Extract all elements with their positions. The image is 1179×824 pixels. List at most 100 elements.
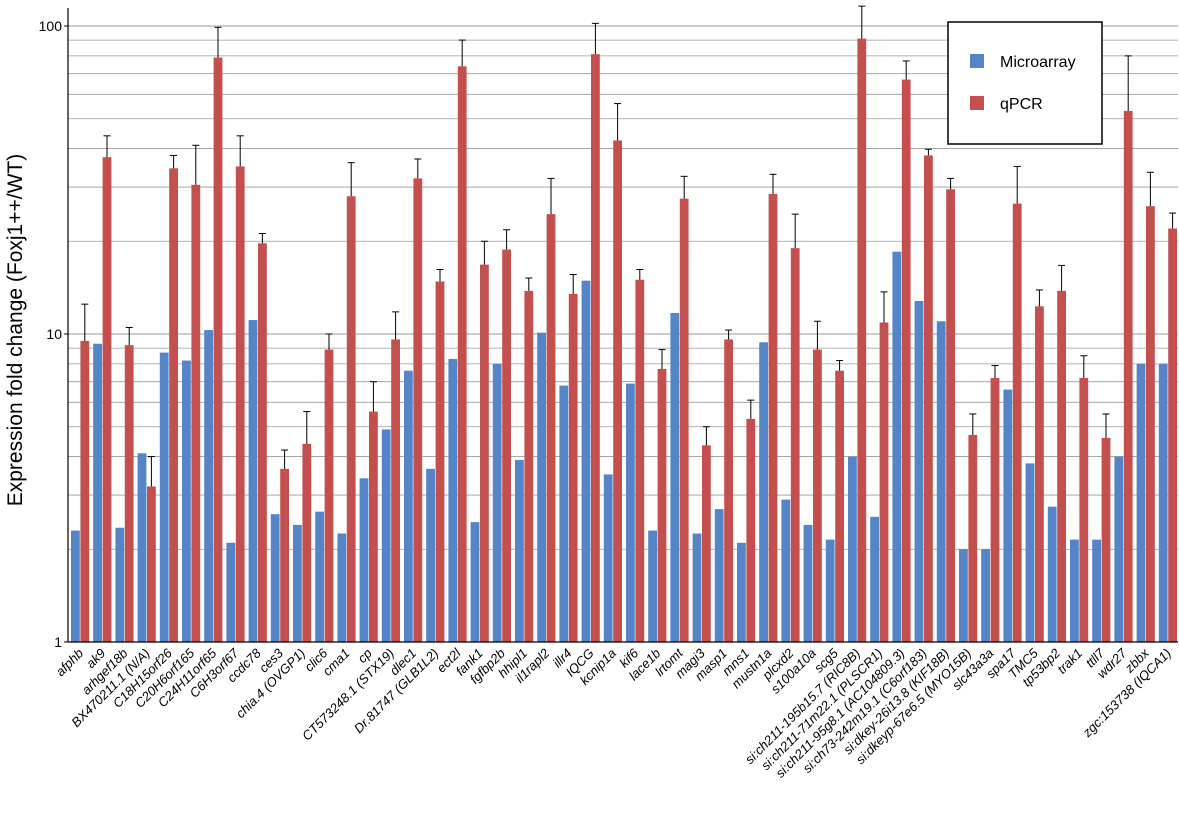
axis-layer: 1 10 100: [39, 8, 1178, 650]
y-tick-label: 100: [39, 18, 63, 34]
bar-qpcr: [1168, 228, 1177, 642]
bar-microarray: [1092, 539, 1101, 642]
bar-qpcr: [124, 345, 134, 642]
bar-qpcr: [435, 281, 445, 642]
bar-microarray: [559, 385, 569, 642]
x-tick-label: afphb: [53, 646, 87, 680]
bar-qpcr: [790, 248, 800, 642]
bar-microarray: [71, 530, 80, 642]
bar-microarray: [936, 321, 946, 642]
bar-microarray: [159, 352, 169, 642]
bar-microarray: [404, 370, 413, 642]
bar-microarray: [204, 330, 213, 642]
legend-label-microarray: Microarray: [1000, 54, 1076, 71]
bar-qpcr: [1079, 377, 1089, 642]
bar-microarray: [226, 542, 236, 642]
bar-microarray: [781, 499, 791, 642]
bar-qpcr: [1123, 110, 1133, 642]
bar-qpcr: [324, 349, 334, 642]
bar-qpcr: [813, 349, 822, 642]
bar-microarray: [714, 509, 724, 642]
bar-qpcr: [768, 193, 778, 642]
bar-microarray: [337, 533, 347, 642]
bar-layer: [71, 5, 1177, 643]
bar-qpcr: [835, 370, 844, 642]
bar-qpcr: [80, 340, 90, 642]
bar-microarray: [470, 522, 480, 642]
bar-qpcr: [1035, 306, 1044, 642]
bar-microarray: [759, 342, 768, 642]
bar-microarray: [1003, 389, 1013, 642]
bar-microarray: [1136, 363, 1146, 642]
bar-qpcr: [746, 418, 756, 642]
bar-microarray: [825, 539, 835, 642]
bar-qpcr: [924, 155, 933, 643]
bar-qpcr: [169, 168, 178, 642]
bar-microarray: [1047, 506, 1057, 642]
bar-microarray: [448, 358, 458, 642]
bar-microarray: [914, 300, 924, 642]
bar-microarray: [381, 429, 391, 642]
bar-qpcr: [502, 249, 511, 642]
bar-qpcr: [1057, 290, 1066, 642]
bar-qpcr: [457, 66, 467, 643]
bar-microarray: [648, 530, 657, 642]
bar-microarray: [892, 251, 902, 642]
bar-qpcr: [391, 339, 400, 642]
x-tick-label: trak1: [1054, 646, 1085, 677]
bar-qpcr: [702, 445, 711, 642]
bar-microarray: [93, 343, 102, 642]
bar-microarray: [492, 363, 502, 642]
bar-qpcr: [235, 166, 245, 642]
bar-microarray: [959, 549, 968, 642]
bar-qpcr: [280, 468, 289, 642]
bar-qpcr: [946, 189, 955, 643]
bar-qpcr: [635, 279, 645, 642]
bar-microarray: [626, 383, 635, 642]
bar-microarray: [137, 453, 147, 642]
bar-qpcr: [613, 140, 622, 642]
legend: Microarray qPCR: [947, 21, 1103, 145]
bar-qpcr: [102, 157, 112, 642]
bar-microarray: [670, 312, 680, 642]
bar-qpcr: [191, 184, 201, 643]
bar-microarray: [315, 511, 324, 642]
bar-microarray: [537, 332, 546, 642]
bar-qpcr: [369, 411, 378, 642]
bar-qpcr: [568, 293, 578, 642]
bar-microarray: [1025, 463, 1035, 642]
bar-qpcr: [346, 196, 356, 642]
y-tick-label: 1: [54, 634, 62, 650]
bar-microarray: [603, 474, 613, 642]
bar-microarray: [270, 514, 280, 642]
bar-qpcr: [990, 377, 1000, 642]
bar-microarray: [1070, 539, 1079, 642]
bar-qpcr: [258, 243, 267, 643]
legend-label-qpcr: qPCR: [1000, 96, 1043, 113]
bar-microarray: [581, 280, 591, 642]
legend-box: [947, 21, 1103, 145]
bar-microarray: [981, 549, 990, 642]
bar-qpcr: [413, 178, 423, 642]
bar-qpcr: [302, 443, 312, 642]
bar-microarray: [359, 478, 369, 642]
bar-qpcr: [857, 38, 867, 643]
bar-microarray: [803, 524, 813, 642]
bar-qpcr: [657, 368, 667, 642]
legend-swatch-microarray: [970, 54, 984, 68]
bar-microarray: [1158, 363, 1168, 642]
legend-swatch-qpcr: [970, 96, 984, 110]
bar-microarray: [426, 468, 435, 642]
bar-microarray: [515, 459, 524, 642]
bar-microarray: [870, 516, 879, 642]
bar-microarray: [182, 360, 191, 642]
bar-microarray: [737, 542, 746, 642]
bar-qpcr: [546, 214, 556, 642]
bar-qpcr: [724, 339, 733, 642]
bar-microarray: [293, 524, 302, 642]
bar-qpcr: [1012, 203, 1022, 643]
bar-qpcr: [1101, 437, 1111, 642]
